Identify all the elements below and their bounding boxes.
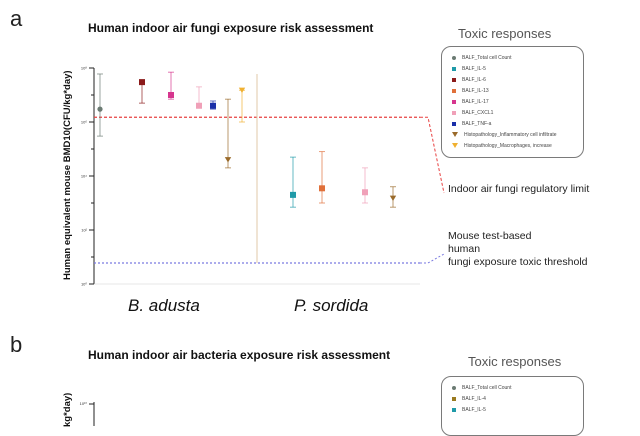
y-tick-label: 10² — [81, 228, 87, 233]
panel-b-legend-label: BALF_IL-5 — [462, 407, 486, 413]
panel-a-legend-swatch — [452, 88, 456, 93]
panel-b-legend-label: BALF_Total cell Count — [462, 385, 512, 391]
regulatory-limit-leader — [420, 116, 445, 194]
panel-a-title: Human indoor air fungi exposure risk ass… — [88, 21, 374, 35]
panel-a-legend-item: BALF_TNF-a — [452, 121, 491, 127]
panel-a-legend-item: BALF_IL-6 — [452, 77, 486, 83]
y-tick-label: 10⁶ — [81, 120, 87, 125]
point-balf-il-13-marker — [319, 185, 325, 192]
panel-a-legend-label: Histopathology_Macrophages, increase — [464, 143, 552, 149]
panel-a-legend-title: Toxic responses — [458, 26, 552, 41]
point-balf-cxcl1-marker — [196, 102, 202, 109]
panel-b-legend-item: BALF_IL-4 — [452, 396, 486, 402]
point-balf-total-cell-count-marker — [97, 106, 103, 112]
panel-a-legend-label: Histopathology_Inflammatory cell infiltr… — [464, 132, 557, 138]
toxic-threshold-annotation: Mouse test-based human fungi exposure to… — [448, 230, 588, 269]
panel-a-legend-item: BALF_IL-5 — [452, 66, 486, 72]
panel-a-legend-label: BALF_IL-5 — [462, 66, 486, 72]
panel-b-legend-item: BALF_Total cell Count — [452, 385, 511, 391]
point-histopathology-inflammatory-cell-infiltrate-marker — [224, 157, 232, 163]
panel-a-legend-item: Histopathology_Macrophages, increase — [452, 143, 552, 149]
point-histopathology-macrophages-increase-marker — [238, 87, 246, 94]
panel-b-chart: 10¹⁰ — [80, 401, 95, 426]
panel-b-legend-swatch — [452, 407, 456, 412]
y-tick-label: 10⁸ — [81, 66, 87, 71]
panel-a-legend-swatch — [452, 77, 456, 82]
panel-a-legend-item: Histopathology_Inflammatory cell infiltr… — [452, 132, 557, 138]
panel-a-legend-item: BALF_Total cell Count — [452, 55, 511, 61]
point-histopathology-inflammatory-cell-infiltrate-marker — [389, 195, 397, 202]
panel-a-legend-label: BALF_CXCL1 — [462, 110, 494, 116]
panel-a-letter: a — [10, 6, 23, 31]
panel-a-legend-label: BALF_IL-17 — [462, 99, 489, 105]
panel-b-legend-swatch — [452, 385, 456, 390]
panel-b-legend-swatch — [452, 396, 456, 401]
panel-b-legend-label: BALF_IL-4 — [462, 396, 486, 402]
panel-a-legend-swatch — [452, 110, 456, 115]
y-tick-label: 10⁴ — [81, 174, 87, 179]
panel-a-legend-swatch — [452, 66, 456, 71]
point-balf-tnf-a-marker — [210, 102, 216, 109]
panel-a-legend-swatch — [452, 99, 456, 104]
point-balf-cxcl1-marker — [362, 189, 368, 196]
panel-a-legend-swatch — [452, 132, 458, 138]
point-balf-il-5-marker — [290, 191, 296, 198]
toxic-threshold-line-3: fungi exposure toxic threshold — [448, 256, 588, 268]
panel-b-legend-title: Toxic responses — [468, 354, 562, 369]
panel-a-legend-item: BALF_CXCL1 — [452, 110, 493, 116]
category-label-p-sordida: P. sordida — [294, 296, 369, 315]
panel-b-legend-item: BALF_IL-5 — [452, 407, 486, 413]
regulatory-limit-annotation: Indoor air fungi regulatory limit — [448, 183, 590, 195]
panel-a-legend-label: BALF_IL-6 — [462, 77, 486, 83]
panel-b-y-tick-label: 10¹⁰ — [80, 401, 88, 406]
y-tick-label: 10⁰ — [81, 282, 87, 287]
panel-b-title: Human indoor air bacteria exposure risk … — [88, 348, 391, 362]
toxic-threshold-line-2: human — [448, 243, 481, 255]
panel-a-legend-swatch — [452, 143, 458, 149]
toxic-threshold-leader — [420, 253, 445, 264]
toxic-threshold-line-1: Mouse test-based — [448, 230, 532, 242]
panel-a-legend-label: BALF_TNF-a — [462, 121, 492, 127]
panel-a-legend-item: BALF_IL-13 — [452, 88, 489, 94]
point-balf-il-6-marker — [139, 79, 145, 86]
point-balf-il-17-marker — [168, 92, 174, 98]
panel-a-legend: BALF_Total cell Count BALF_IL-5 BALF_IL-6 B… — [441, 46, 584, 158]
panel-a-legend-swatch — [452, 121, 456, 126]
panel-a-chart: 10⁸ 10⁶ 10⁴ 10² 10⁰ — [81, 66, 445, 287]
panel-a-legend-item: BALF_IL-17 — [452, 99, 489, 105]
panel-a-legend-swatch — [452, 55, 456, 60]
panel-a-legend-label: BALF_IL-13 — [462, 88, 489, 94]
panel-b-letter: b — [10, 332, 23, 357]
category-label-b-adusta: B. adusta — [128, 296, 200, 315]
panel-a-legend-label: BALF_Total cell Count — [462, 55, 512, 61]
